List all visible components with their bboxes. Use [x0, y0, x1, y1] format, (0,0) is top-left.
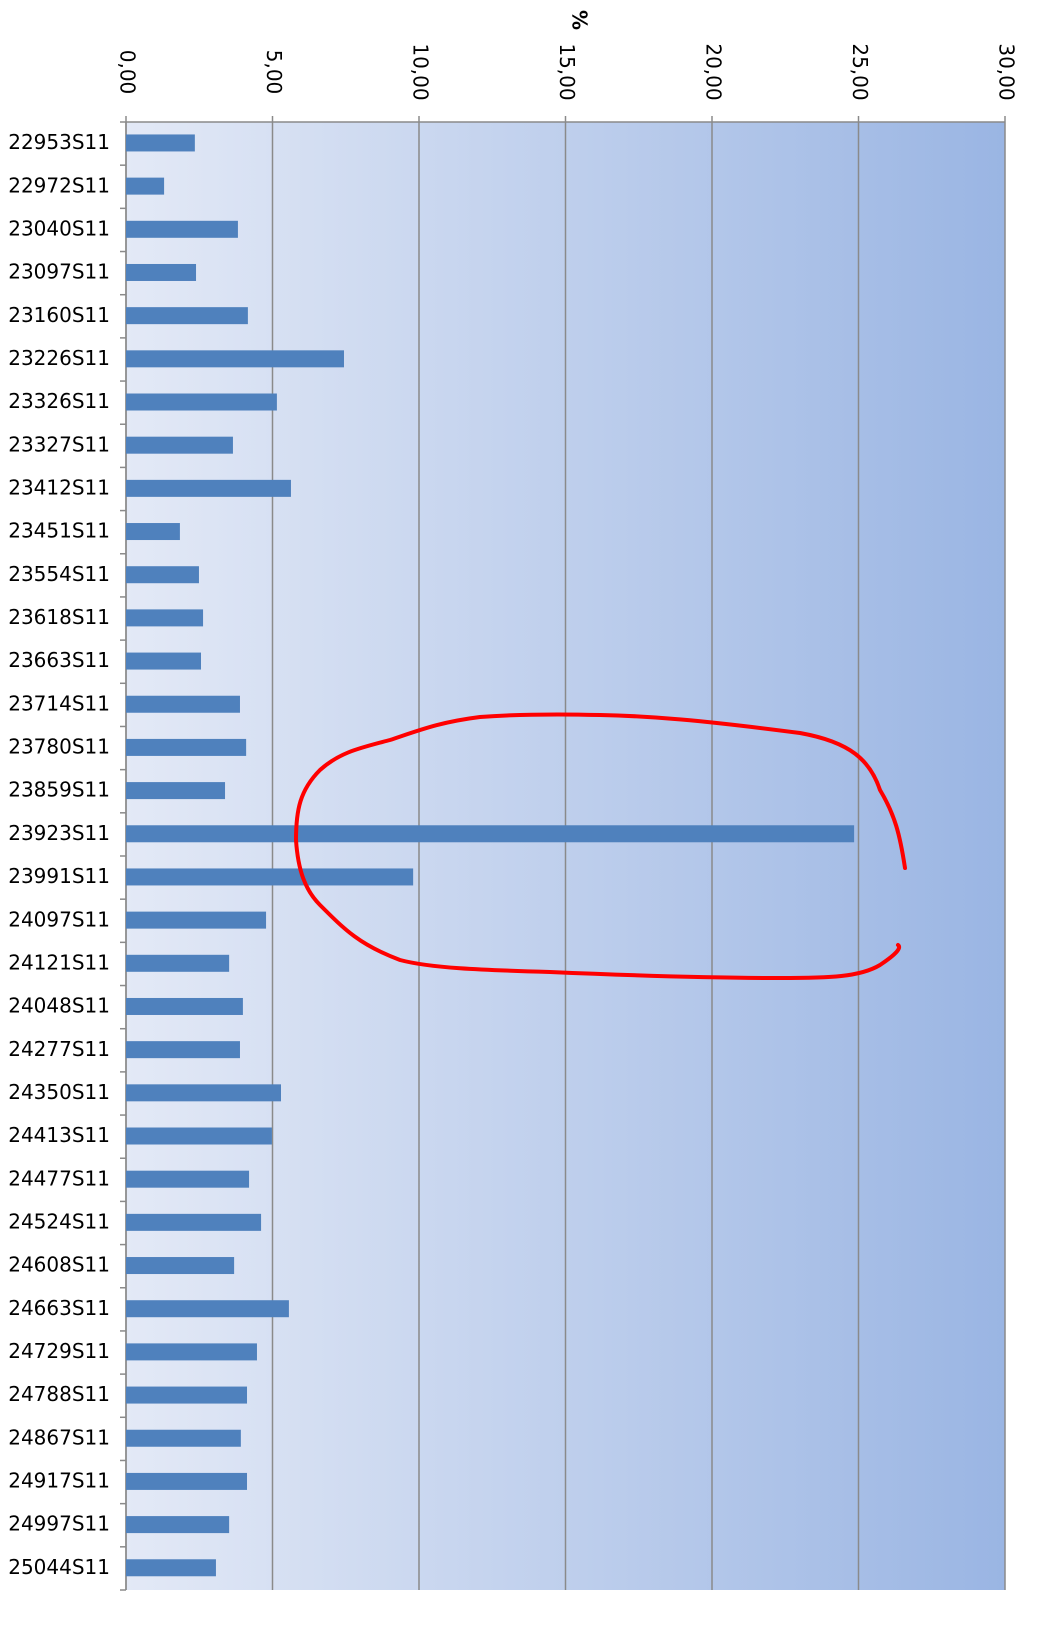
y-tick-label: 23327S11 — [8, 432, 110, 456]
annotation-circle — [293, 712, 907, 981]
bar — [126, 1170, 250, 1188]
axis-title: % — [568, 10, 592, 30]
y-tick-label: 24788S11 — [8, 1382, 110, 1406]
y-tick-label: 23412S11 — [8, 476, 110, 500]
bar — [126, 1429, 241, 1447]
bar — [126, 1084, 281, 1102]
y-tick-label: 24867S11 — [8, 1425, 110, 1449]
bar — [126, 523, 180, 541]
bar — [126, 652, 202, 670]
y-tick-label: 23226S11 — [8, 346, 110, 370]
y-tick-label: 23714S11 — [8, 691, 110, 715]
y-tick-label: 24663S11 — [8, 1296, 110, 1320]
bar — [126, 911, 267, 929]
bar — [126, 1257, 235, 1275]
y-tick-label: 24477S11 — [8, 1166, 110, 1190]
bar — [126, 695, 240, 713]
y-tick-label: 23923S11 — [8, 821, 110, 845]
y-tick-label: 25044S11 — [8, 1555, 110, 1579]
y-tick-label: 24121S11 — [8, 950, 110, 974]
y-tick-label: 24350S11 — [8, 1080, 110, 1104]
y-tick-label: 24277S11 — [8, 1037, 110, 1061]
y-tick-label: 24729S11 — [8, 1339, 110, 1363]
bar — [126, 1300, 289, 1318]
y-tick-label: 24917S11 — [8, 1469, 110, 1493]
y-tick-label: 23160S11 — [8, 303, 110, 327]
bar — [126, 825, 855, 843]
y-tick-label: 24524S11 — [8, 1210, 110, 1234]
bar — [126, 350, 344, 368]
y-tick-label: 23554S11 — [8, 562, 110, 586]
bar — [126, 1516, 230, 1534]
x-tick-label: 30,00 — [995, 43, 1019, 100]
y-tick-label: 23780S11 — [8, 735, 110, 759]
bar — [126, 609, 204, 627]
x-tick-label: 10,00 — [409, 43, 433, 100]
bar — [126, 997, 243, 1015]
bar — [126, 738, 247, 756]
y-tick-label: 23097S11 — [8, 260, 110, 284]
bar — [126, 1213, 262, 1231]
y-tick-label: 24997S11 — [8, 1512, 110, 1536]
bar — [126, 1041, 240, 1059]
x-tick-label: 25,00 — [848, 43, 872, 100]
x-tick-label: 20,00 — [702, 43, 726, 100]
y-tick-label: 24608S11 — [8, 1253, 110, 1277]
y-tick-label: 24048S11 — [8, 994, 110, 1018]
bar — [126, 479, 291, 497]
bar — [126, 1127, 272, 1145]
bar — [126, 307, 248, 325]
y-tick-label: 23618S11 — [8, 605, 110, 629]
bar — [126, 1386, 248, 1404]
y-tick-label: 22953S11 — [8, 130, 110, 154]
bar — [126, 1343, 257, 1361]
y-tick-label: 23991S11 — [8, 864, 110, 888]
y-tick-label: 23040S11 — [8, 216, 110, 240]
marks: 0,00 5,00 10,00 15,00 20,00 25,00 30,00 22953S1… — [8, 43, 1019, 1591]
y-tick-label: 22972S11 — [8, 173, 110, 197]
bar — [126, 566, 199, 584]
x-tick-label: 0,00 — [116, 50, 140, 95]
bar — [126, 436, 233, 454]
bar — [126, 954, 230, 972]
bar — [126, 263, 197, 281]
y-tick-label: 24413S11 — [8, 1123, 110, 1147]
x-tick-label: 5,00 — [262, 50, 286, 95]
bar — [126, 1472, 248, 1490]
y-tick-label: 23663S11 — [8, 648, 110, 672]
bar — [126, 1559, 216, 1577]
bar — [126, 868, 414, 886]
x-tick-label: 15,00 — [555, 43, 579, 100]
bar — [126, 134, 195, 152]
y-tick-label: 23326S11 — [8, 389, 110, 413]
bar — [126, 177, 165, 195]
y-tick-label: 23859S11 — [8, 778, 110, 802]
bar — [126, 220, 238, 238]
bar — [126, 393, 277, 411]
y-tick-label: 24097S11 — [8, 907, 110, 931]
bar — [126, 782, 226, 800]
y-tick-label: 23451S11 — [8, 519, 110, 543]
